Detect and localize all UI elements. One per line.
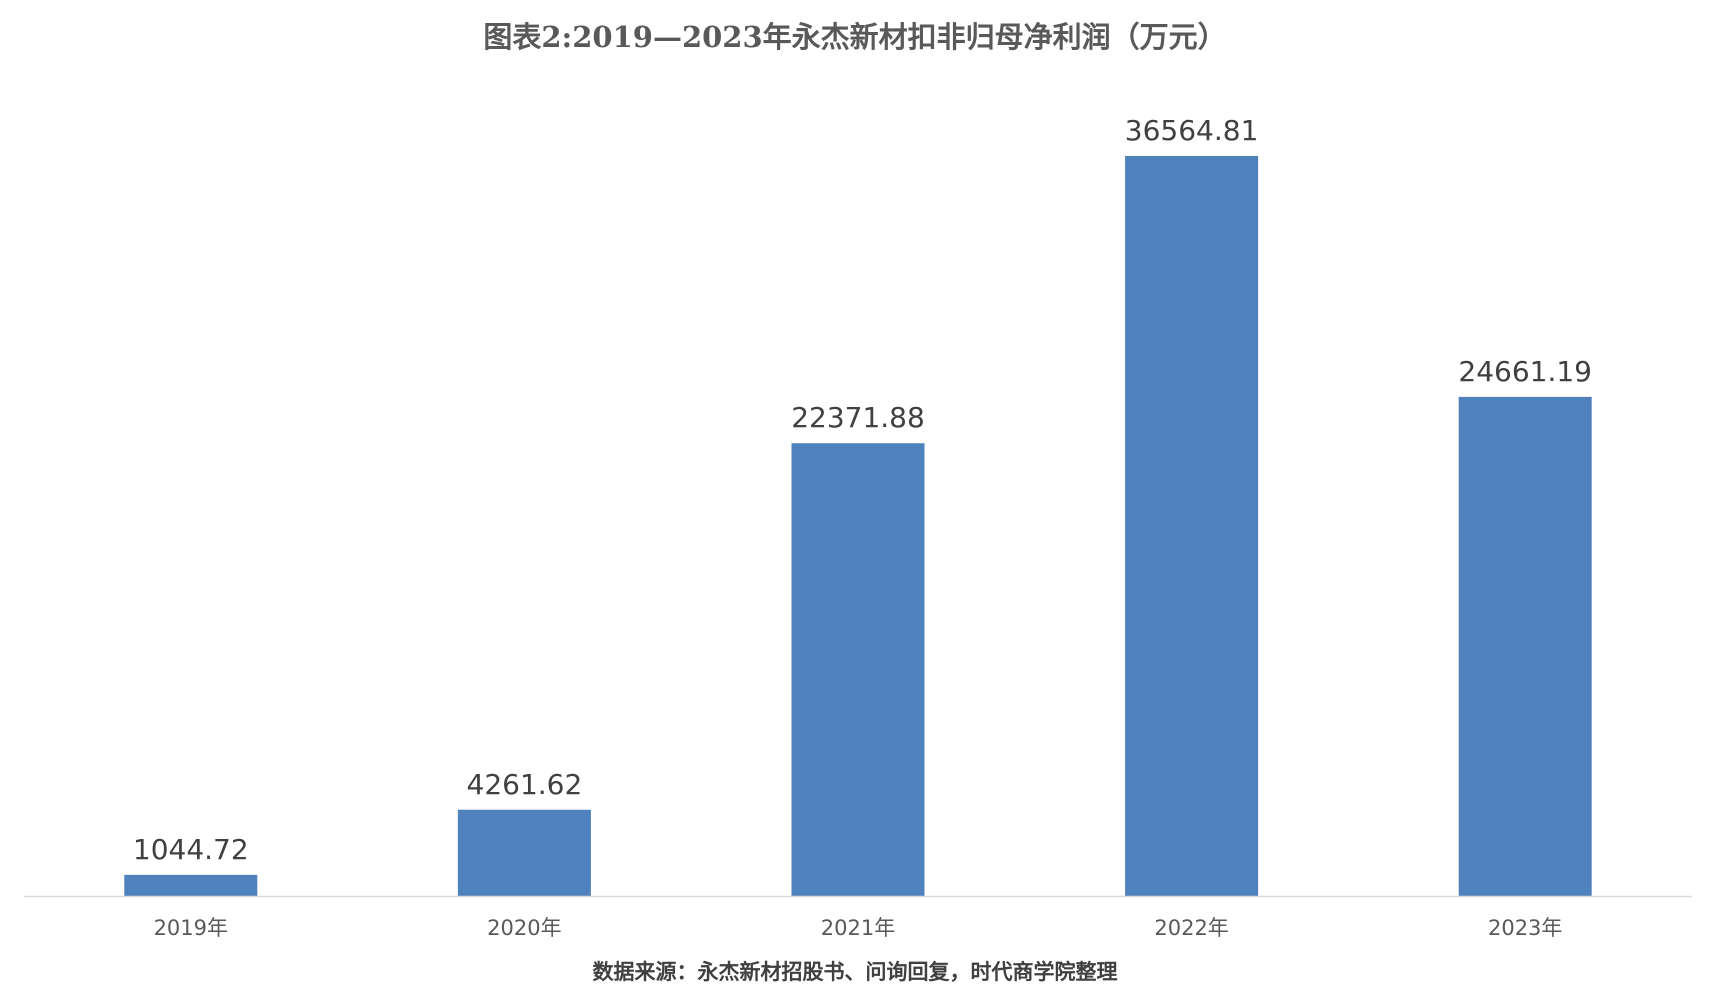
value-labels-layer: 1044.72 4261.62 22371.88 36564.81 24661.19 — [133, 114, 1592, 866]
bar-2 — [791, 443, 925, 896]
bars-layer — [124, 156, 1592, 896]
x-tick-label-2: 2021年 — [821, 916, 895, 940]
data-label-4: 24661.19 — [1458, 355, 1592, 388]
x-tick-label-4: 2023年 — [1488, 916, 1562, 940]
bar-0 — [124, 874, 258, 896]
data-label-1: 4261.62 — [467, 768, 583, 801]
x-tick-label-3: 2022年 — [1154, 916, 1228, 940]
chart-title: 图表2:2019—2023年永杰新材扣非归母净利润（万元） — [483, 20, 1227, 54]
data-label-0: 1044.72 — [133, 833, 249, 866]
bar-3 — [1125, 156, 1259, 896]
source-note: 数据来源：永杰新材招股书、问询回复，时代商学院整理 — [592, 959, 1118, 984]
bar-1 — [457, 809, 591, 896]
x-tick-label-0: 2019年 — [154, 916, 228, 940]
data-label-3: 36564.81 — [1125, 114, 1259, 147]
data-label-2: 22371.88 — [791, 401, 925, 434]
x-tick-labels-layer: 2019年 2020年 2021年 2022年 2023年 — [154, 916, 1563, 940]
x-tick-label-1: 2020年 — [487, 916, 561, 940]
bar-4 — [1458, 396, 1592, 896]
